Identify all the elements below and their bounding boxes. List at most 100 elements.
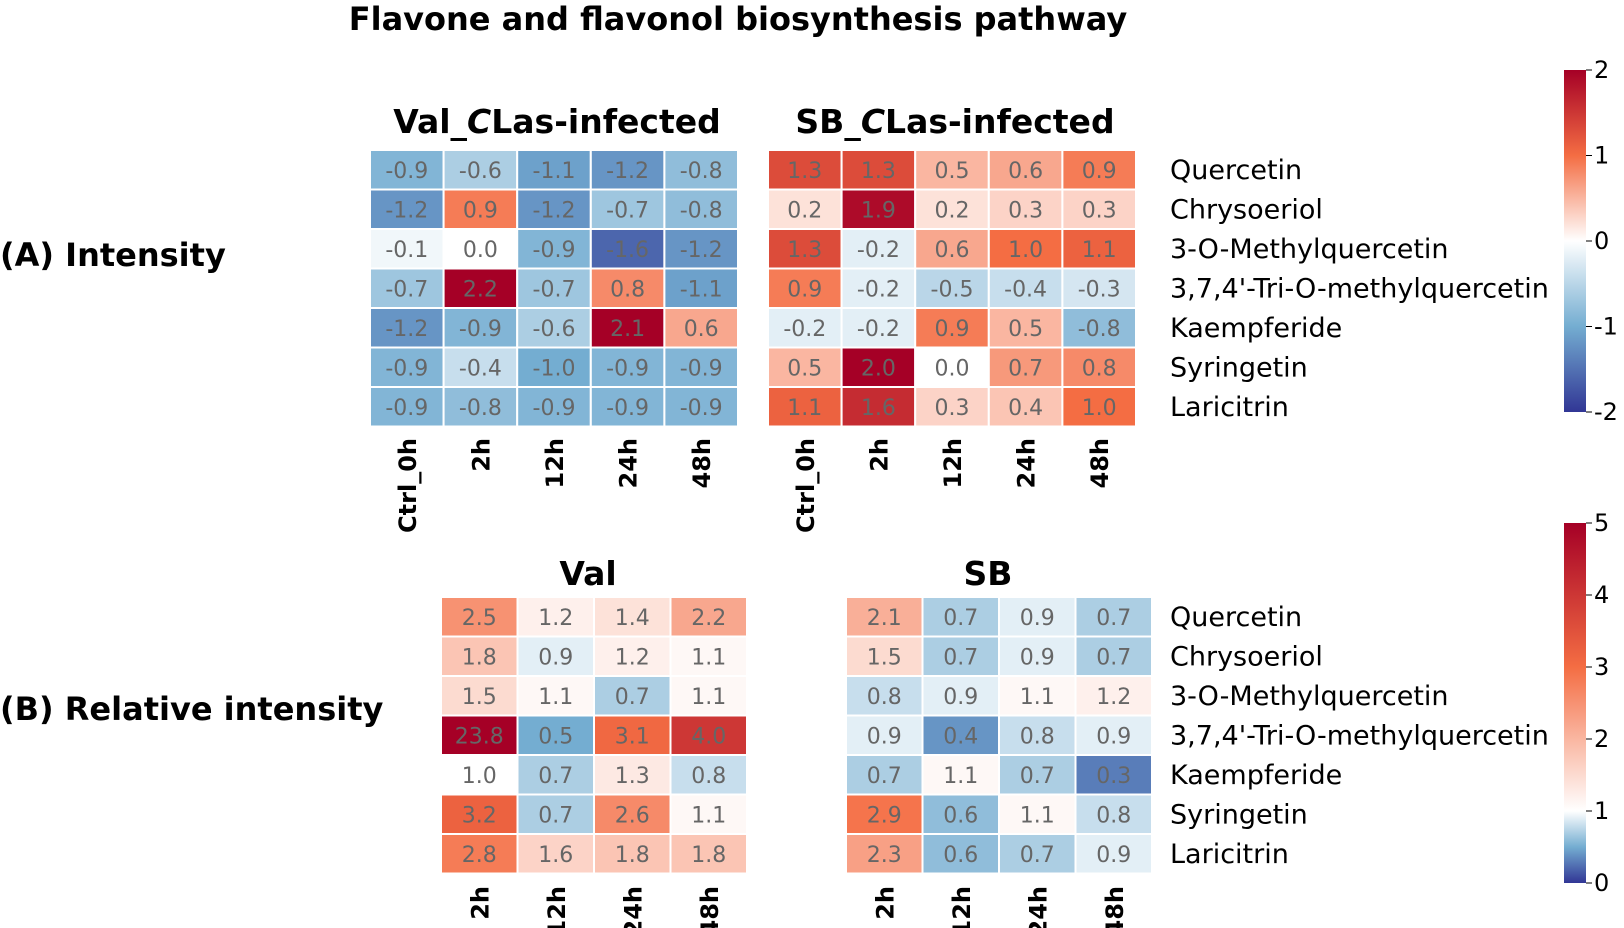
heatmap-cell [921,635,1000,677]
heatmap-cell-value: 0.9 [463,198,498,223]
row-label: Quercetin [1170,602,1302,633]
row-label: Laricitrin [1170,839,1289,870]
heatmap-cell-value: -1.2 [385,198,428,223]
val-intensity-title: Val_CLas-infected [393,102,721,141]
heatmap-cell [440,635,519,677]
column-label: 12h [948,886,976,928]
heatmap-cell-value: 0.8 [867,685,902,710]
heatmap-cell-value: -0.9 [680,396,723,421]
legend-tick-label: 1 [1594,797,1609,825]
heatmap-cell [669,635,748,677]
heatmap-cell-value: 2.1 [867,606,902,631]
legend-tick-label: 5 [1594,509,1609,537]
sb-intensity-title: SB_CLas-infected [795,102,1114,141]
heatmap-cell [921,793,1000,835]
heatmap-cell-value: 0.7 [538,803,573,828]
column-label: 2h [865,438,893,472]
heatmap-cell [767,307,843,349]
row-label: 3,7,4'-Tri-O-methylquercetin [1170,273,1549,304]
heatmap-cell-value: 0.7 [867,764,902,789]
heatmap-cell-value: 23.8 [455,724,504,749]
heatmap-cell-value: 1.6 [538,843,573,868]
heatmap-cell-value: 1.1 [691,803,726,828]
color-legend-a-bar [1564,70,1586,412]
heatmap-cell-value: 0.7 [943,606,978,631]
heatmap-cell [589,346,666,388]
column-label: Ctrl_0h [792,438,820,533]
heatmap-cell [663,267,740,309]
heatmap-cell [440,793,519,835]
heatmap-cell [1074,635,1153,677]
row-label: Syringetin [1170,352,1308,383]
heatmap-cell-value: 0.9 [1096,843,1131,868]
heatmap-cell [593,833,672,875]
color-legend-a-ticks: 2 1 0 -1 -2 [1586,56,1618,426]
heatmap-cell [1074,714,1153,756]
heatmap-cell-value: 1.8 [691,843,726,868]
heatmap-cell-value: -1.6 [606,238,649,263]
legend-tick-label: 2 [1594,725,1609,753]
heatmap-cell [516,754,595,796]
heatmap-cell-value: 1.1 [691,685,726,710]
column-label: 48h [1086,438,1114,488]
heatmap-cell-value: -0.6 [533,317,576,342]
heatmap-cell-value: 1.0 [1082,396,1117,421]
heatmap-cell [369,188,445,230]
heatmap-cell-value: -0.7 [533,277,576,302]
heatmap-cell-value: 1.5 [462,685,497,710]
heatmap-cell-value: -0.2 [783,317,826,342]
heatmap-cell-value: 0.7 [1096,645,1131,670]
heatmap-cell-value: 0.5 [1008,317,1043,342]
column-label: 2h [467,438,495,472]
column-label: 12h [939,438,967,488]
heatmap-panels: Val_CLas-infected-0.9 -0.6 -1.1 -1.2 -0.8-1.… [369,102,1549,928]
val-relative-title: Val [559,554,616,593]
heatmap-cell-value: -0.9 [606,356,649,381]
heatmap-cell [840,386,917,428]
heatmap-cell [516,833,595,875]
heatmap-cell-value: -0.8 [680,198,723,223]
column-label: 48h [696,886,724,928]
heatmap-cell-value: 1.2 [1096,685,1131,710]
legend-tick-label: 2 [1594,56,1609,84]
row-label: Syringetin [1170,799,1308,830]
heatmap-cell-value: 0.8 [691,764,726,789]
sb-relative-title-part: SB [964,554,1013,593]
heatmap-cell [442,267,519,309]
column-label: 24h [619,886,647,928]
heatmap-cell [593,754,672,796]
heatmap-cell [767,228,843,270]
heatmap-cell [593,714,672,756]
column-label: 24h [615,438,643,488]
heatmap-cell [369,386,445,428]
column-label: 2h [466,886,494,920]
heatmap-cell-value: -1.2 [606,159,649,184]
heatmap-cell-value: -1.2 [533,198,576,223]
heatmap-cell [1074,833,1153,875]
heatmap-cell [1061,267,1138,309]
heatmap-cell [440,675,519,717]
heatmap-cell-value: 0.5 [787,356,822,381]
heatmap-cell [442,346,519,388]
sb-intensity-title-part: Las-infected [885,102,1115,141]
heatmap-cell [669,833,748,875]
heatmap-cell-value: 1.4 [615,606,650,631]
heatmap-cell [442,228,519,270]
heatmap-cell-value: 1.9 [861,198,896,223]
heatmap-cell [1074,675,1153,717]
heatmap-cell-value: 1.2 [615,645,650,670]
color-legend-b-ticks: 5 4 3 2 1 0 [1586,509,1609,897]
sb-relative-title: SB [964,554,1013,593]
heatmap-cell-value: 0.4 [1008,396,1043,421]
heatmap-cell [1061,188,1138,230]
heatmap-cell-value: -0.9 [680,356,723,381]
heatmap-cell [845,754,924,796]
heatmap-cell [987,346,1064,388]
sb-intensity-title-part: SB_ [795,102,861,141]
heatmap-cell [767,267,843,309]
heatmap-cell-value: -0.9 [533,238,576,263]
legend-tick-label: -2 [1594,398,1618,426]
heatmap-cell [1061,386,1138,428]
heatmap-cell-value: 0.8 [610,277,645,302]
heatmap-cell-value: 0.2 [787,198,822,223]
